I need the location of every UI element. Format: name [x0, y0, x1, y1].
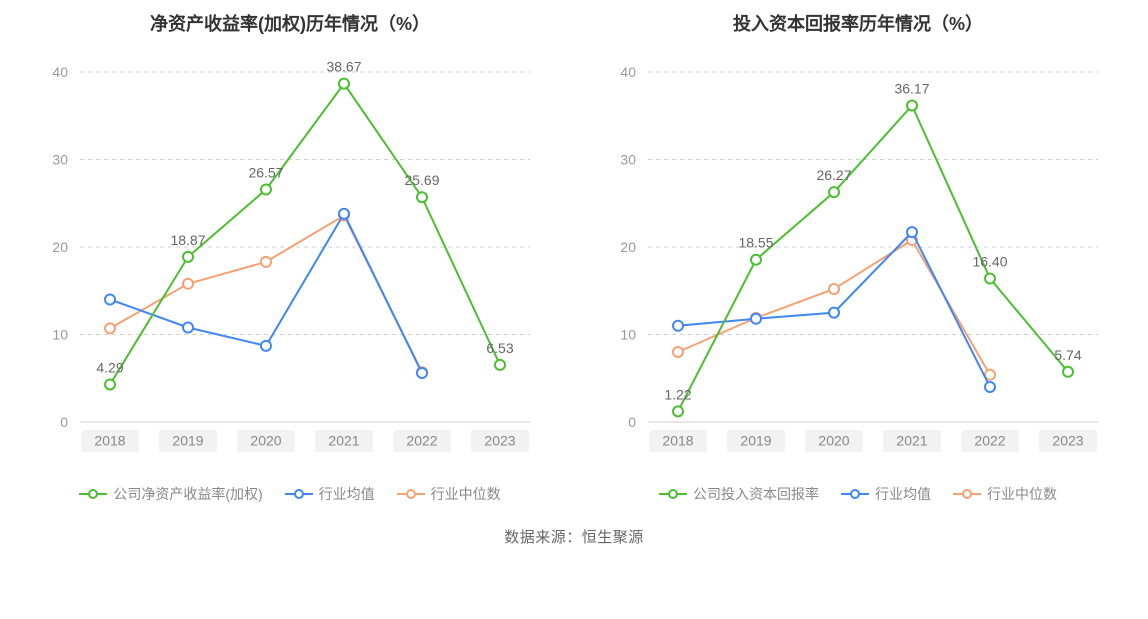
chart-svg-left: 0 10 20 30 40 2018 2019 2020 2021 2022 2023 4.29 18.… — [30, 42, 550, 472]
svg-text:30: 30 — [620, 152, 636, 168]
svg-text:10: 10 — [620, 327, 636, 343]
svg-text:4.29: 4.29 — [96, 359, 123, 375]
legend-swatch-green — [79, 487, 107, 501]
svg-text:38.67: 38.67 — [326, 59, 361, 75]
svg-text:2022: 2022 — [974, 433, 1005, 449]
chart-title-left: 净资产收益率(加权)历年情况（%） — [20, 10, 560, 36]
legend-item-median-left: 行业中位数 — [397, 484, 501, 504]
svg-text:6.53: 6.53 — [486, 340, 513, 356]
legend-item-company-right: 公司投入资本回报率 — [659, 484, 819, 504]
svg-text:25.69: 25.69 — [404, 172, 439, 188]
legend-row-right: 公司投入资本回报率 行业均值 行业中位数 — [659, 484, 1057, 504]
svg-text:40: 40 — [52, 64, 68, 80]
legend-item-median-right: 行业中位数 — [953, 484, 1057, 504]
source-prefix: 数据来源： — [504, 529, 582, 546]
svg-text:2020: 2020 — [818, 433, 849, 449]
svg-text:30: 30 — [52, 152, 68, 168]
chart-svg-right: 0 10 20 30 40 2018 2019 2020 2021 2022 2023 1.22 18.… — [598, 42, 1118, 472]
charts-row: 净资产收益率(加权)历年情况（%） 0102030402018201920202… — [0, 0, 1148, 504]
svg-text:2019: 2019 — [172, 433, 203, 449]
legend-label: 公司净资产收益率(加权) — [113, 484, 262, 504]
legend-row-left: 公司净资产收益率(加权) 行业均值 行业中位数 — [79, 484, 500, 504]
svg-text:18.55: 18.55 — [738, 235, 773, 251]
legend-label: 公司投入资本回报率 — [693, 484, 819, 504]
data-source-line: 数据来源：恒生聚源 — [0, 526, 1148, 547]
svg-text:0: 0 — [628, 414, 636, 430]
svg-text:2022: 2022 — [406, 433, 437, 449]
svg-text:2023: 2023 — [484, 433, 515, 449]
source-name: 恒生聚源 — [582, 529, 644, 546]
svg-text:20: 20 — [620, 239, 636, 255]
svg-text:2019: 2019 — [740, 433, 771, 449]
svg-text:16.40: 16.40 — [972, 254, 1007, 270]
legend-swatch-blue — [841, 487, 869, 501]
svg-text:2023: 2023 — [1052, 433, 1083, 449]
page-root: 净资产收益率(加权)历年情况（%） 0102030402018201920202… — [0, 0, 1148, 619]
svg-text:2018: 2018 — [662, 433, 693, 449]
svg-text:2021: 2021 — [896, 433, 927, 449]
legend-label: 行业均值 — [875, 484, 931, 504]
svg-text:5.74: 5.74 — [1054, 347, 1081, 363]
legend-swatch-orange — [397, 487, 425, 501]
chart-title-right: 投入资本回报率历年情况（%） — [588, 10, 1128, 36]
svg-text:40: 40 — [620, 64, 636, 80]
legend-item-company-left: 公司净资产收益率(加权) — [79, 484, 262, 504]
svg-text:26.27: 26.27 — [816, 167, 851, 183]
legend-item-mean-right: 行业均值 — [841, 484, 931, 504]
legend-label: 行业均值 — [319, 484, 375, 504]
legend-swatch-blue — [285, 487, 313, 501]
svg-text:1.22: 1.22 — [664, 386, 691, 402]
svg-text:2020: 2020 — [250, 433, 281, 449]
svg-text:2021: 2021 — [328, 433, 359, 449]
legend-swatch-orange — [953, 487, 981, 501]
svg-text:20: 20 — [52, 239, 68, 255]
svg-text:36.17: 36.17 — [894, 81, 929, 97]
legend-swatch-green — [659, 487, 687, 501]
svg-text:0: 0 — [60, 414, 68, 430]
legend-label: 行业中位数 — [431, 484, 501, 504]
svg-text:2018: 2018 — [94, 433, 125, 449]
svg-text:18.87: 18.87 — [170, 232, 205, 248]
chart-panel-right: 投入资本回报率历年情况（%） 0 10 20 30 40 2018 2019 2020 2021… — [588, 10, 1128, 504]
chart-panel-left: 净资产收益率(加权)历年情况（%） 0 10 20 30 40 2018 2019 2020 2… — [20, 10, 560, 504]
legend-item-mean-left: 行业均值 — [285, 484, 375, 504]
svg-text:10: 10 — [52, 327, 68, 343]
legend-label: 行业中位数 — [987, 484, 1057, 504]
svg-text:26.57: 26.57 — [248, 165, 283, 181]
